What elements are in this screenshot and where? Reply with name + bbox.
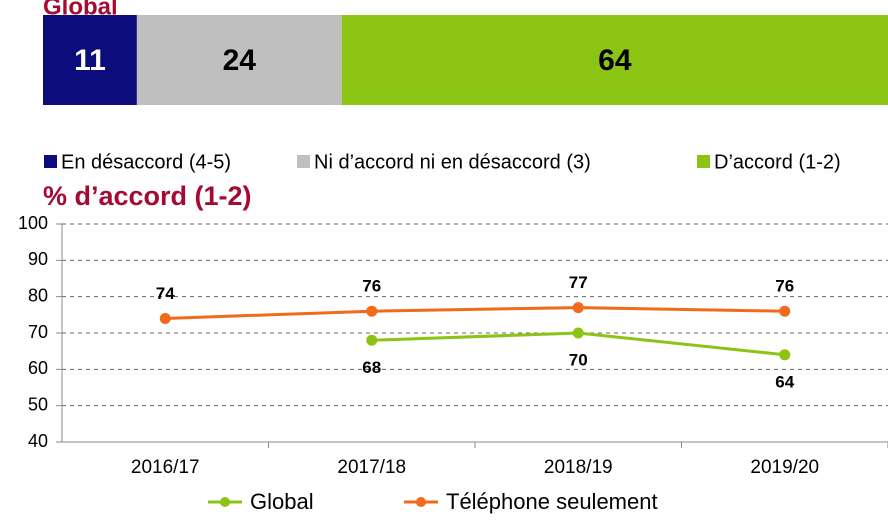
- legend-swatch: [297, 155, 310, 168]
- y-tick-label: 100: [18, 213, 48, 233]
- legend-marker: [220, 497, 230, 507]
- legend-label: En désaccord (4-5): [61, 151, 231, 173]
- data-label: 76: [775, 277, 794, 296]
- legend-marker: [416, 497, 426, 507]
- data-label: 11: [74, 44, 106, 77]
- y-tick-label: 70: [28, 322, 48, 342]
- line-title: % d’accord (1-2): [43, 181, 252, 211]
- point: [366, 334, 378, 346]
- data-label: 76: [362, 277, 381, 296]
- point: [159, 312, 171, 324]
- x-tick-label: 2018/19: [544, 457, 613, 478]
- data-label: 64: [775, 372, 794, 391]
- x-tick-label: 2019/20: [750, 457, 819, 478]
- point: [779, 305, 791, 317]
- y-tick-label: 40: [28, 431, 48, 451]
- data-label: 24: [223, 44, 257, 77]
- legend-label: D’accord (1-2): [714, 151, 841, 173]
- y-tick-label: 50: [28, 394, 48, 414]
- bar-segment: [136, 15, 342, 105]
- y-tick-label: 90: [28, 249, 48, 269]
- x-tick-label: 2016/17: [131, 457, 200, 478]
- data-label: 77: [569, 273, 588, 292]
- legend-swatch: [697, 155, 710, 168]
- data-label: 74: [156, 284, 175, 303]
- point: [779, 349, 791, 361]
- legend-swatch: [44, 155, 57, 168]
- data-label: 68: [362, 358, 381, 377]
- y-tick-label: 80: [28, 285, 48, 305]
- legend-label: Ni d’accord ni en désaccord (3): [314, 151, 591, 173]
- legend-label: Téléphone seulement: [446, 489, 658, 514]
- x-tick-label: 2017/18: [337, 457, 406, 478]
- bar-segment: [43, 15, 137, 105]
- bar-segment: [341, 15, 888, 105]
- point: [572, 302, 584, 314]
- y-tick-label: 60: [28, 358, 48, 378]
- legend-label: Global: [250, 489, 314, 514]
- data-label: 70: [569, 350, 588, 369]
- data-label: 64: [598, 44, 632, 77]
- point: [572, 327, 584, 339]
- point: [366, 305, 378, 317]
- series-line: [165, 306, 785, 320]
